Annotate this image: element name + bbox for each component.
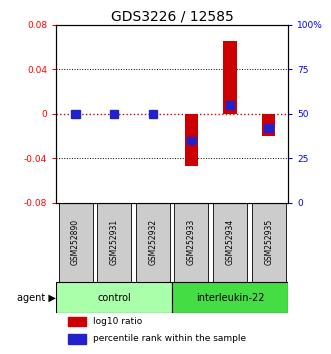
Bar [262, 114, 275, 136]
Bar [226, 101, 234, 109]
Text: GSM252935: GSM252935 [264, 219, 273, 265]
Bar [97, 202, 131, 282]
Text: GSM252932: GSM252932 [148, 219, 157, 265]
Text: percentile rank within the sample: percentile rank within the sample [93, 335, 247, 343]
Bar [110, 110, 118, 118]
Text: control: control [97, 292, 131, 303]
Text: log10 ratio: log10 ratio [93, 317, 143, 326]
Bar [172, 282, 288, 313]
Bar [71, 110, 80, 118]
Bar [185, 114, 198, 166]
Text: GSM252934: GSM252934 [225, 219, 235, 265]
Bar [136, 202, 170, 282]
Bar [252, 202, 286, 282]
Text: agent ▶: agent ▶ [17, 292, 56, 303]
Bar [223, 41, 237, 114]
Bar [187, 137, 196, 144]
Bar [264, 124, 273, 132]
Bar [59, 202, 93, 282]
Bar [68, 334, 86, 344]
Text: GSM252933: GSM252933 [187, 219, 196, 265]
Text: GSM252890: GSM252890 [71, 219, 80, 265]
Bar [213, 202, 247, 282]
Bar [68, 317, 86, 326]
Bar [149, 110, 157, 118]
Bar [56, 282, 172, 313]
Text: interleukin-22: interleukin-22 [196, 292, 264, 303]
Bar [174, 202, 209, 282]
Title: GDS3226 / 12585: GDS3226 / 12585 [111, 10, 233, 24]
Text: GSM252931: GSM252931 [110, 219, 119, 265]
